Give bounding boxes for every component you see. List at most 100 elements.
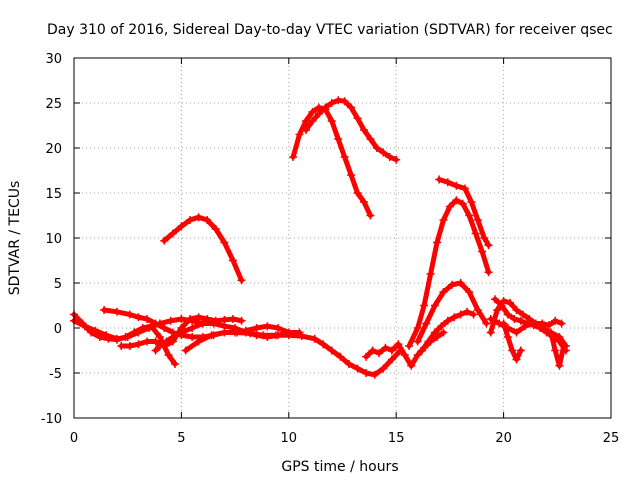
data-point	[188, 324, 197, 332]
data-point	[188, 333, 197, 341]
y-tick-label: 15	[45, 187, 62, 202]
data-point	[482, 319, 491, 328]
data-point	[112, 334, 121, 343]
data-point	[469, 310, 478, 319]
series-arc19	[546, 328, 568, 370]
data-point	[368, 346, 377, 355]
data-point	[518, 310, 527, 319]
data-point	[538, 324, 547, 332]
data-point	[392, 155, 401, 164]
data-point	[467, 198, 476, 206]
data-point	[512, 355, 521, 364]
data-point	[259, 331, 268, 340]
data-point	[194, 313, 203, 322]
series-arc12	[413, 279, 491, 346]
data-point	[314, 109, 323, 118]
data-point	[426, 270, 435, 278]
data-point	[263, 322, 272, 331]
data-point	[362, 352, 371, 361]
data-point	[125, 310, 134, 319]
data-point	[327, 117, 336, 125]
data-point	[521, 322, 530, 331]
y-tick-label: 20	[45, 142, 62, 157]
data-point	[443, 178, 452, 187]
data-point	[430, 328, 439, 337]
data-point	[164, 351, 173, 359]
data-point	[445, 202, 454, 211]
data-point	[394, 340, 403, 349]
data-point	[491, 295, 500, 304]
data-point	[381, 343, 390, 352]
data-point	[301, 126, 310, 134]
data-point	[471, 229, 480, 238]
data-point	[516, 316, 525, 325]
data-point	[353, 364, 362, 373]
data-point	[546, 328, 555, 337]
data-point	[185, 216, 194, 224]
data-point	[551, 316, 560, 325]
plot-frame	[73, 57, 612, 419]
x-tick-label: 0	[70, 431, 78, 446]
x-axis-label: GPS time / hours	[281, 459, 398, 475]
data-point	[366, 135, 375, 143]
data-point	[344, 360, 353, 368]
data-point	[334, 96, 343, 105]
series-arc13	[435, 175, 493, 250]
data-point	[448, 280, 457, 289]
data-point	[207, 331, 216, 340]
series-arc8	[289, 103, 375, 220]
x-tick-label: 5	[177, 431, 185, 446]
data-point	[353, 114, 362, 123]
data-point	[465, 288, 474, 296]
data-point	[387, 355, 396, 364]
data-point	[503, 333, 512, 341]
data-point	[155, 342, 164, 350]
data-point	[145, 324, 154, 332]
data-point	[160, 324, 169, 332]
y-tick-label: 5	[54, 277, 62, 292]
data-point	[123, 333, 132, 341]
data-point	[347, 103, 356, 112]
data-point	[177, 328, 186, 337]
data-point	[452, 196, 461, 205]
data-point	[117, 342, 126, 350]
data-point	[177, 315, 186, 323]
series-arc6	[181, 328, 405, 379]
data-point	[252, 324, 261, 332]
data-point	[359, 198, 368, 206]
data-point	[211, 225, 220, 233]
data-point	[181, 346, 190, 355]
data-point	[185, 315, 194, 323]
data-point	[289, 153, 298, 161]
data-point	[134, 328, 143, 337]
data-point	[334, 135, 343, 143]
data-point	[102, 331, 111, 340]
data-point	[430, 301, 439, 310]
data-point	[544, 321, 553, 330]
data-point	[503, 310, 512, 319]
series-arc11	[405, 196, 493, 350]
data-point	[112, 307, 121, 316]
data-point	[439, 328, 448, 337]
data-point	[516, 346, 525, 355]
y-tick-label: 10	[45, 232, 62, 247]
data-point	[559, 342, 568, 350]
data-point	[308, 108, 317, 116]
data-point	[497, 301, 506, 310]
data-point	[162, 337, 171, 346]
data-point	[347, 171, 356, 179]
data-point	[166, 316, 175, 325]
data-point	[134, 340, 143, 349]
data-point	[557, 319, 566, 328]
data-point	[310, 334, 319, 343]
data-point	[486, 328, 495, 337]
data-point	[484, 268, 493, 277]
data-point	[362, 369, 371, 377]
data-point	[486, 315, 495, 323]
data-point	[456, 279, 465, 287]
data-point	[473, 216, 482, 224]
data-point	[551, 346, 560, 355]
data-point	[327, 346, 336, 355]
data-point	[220, 328, 229, 337]
data-point	[366, 211, 375, 220]
